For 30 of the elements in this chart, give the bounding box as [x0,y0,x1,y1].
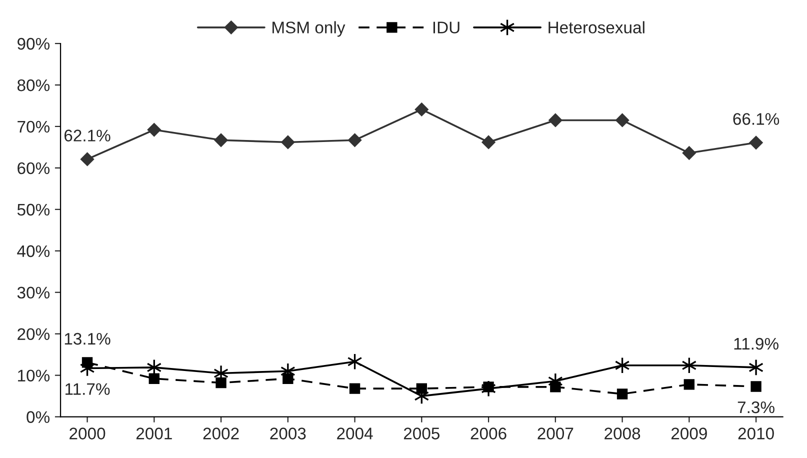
y-tick-label: 0% [26,411,50,423]
legend-label: MSM only [272,21,346,37]
annotation: 11.9% [734,338,778,350]
annotation: 11.7% [66,383,110,395]
y-tick-label: 30% [17,286,50,299]
x-tick-label: 2010 [738,428,774,440]
x-tick-label: 2008 [604,428,640,440]
x-tick-label: 2007 [538,428,574,440]
x-tick-label: 2006 [470,428,506,440]
x-tick-label: 2001 [136,428,172,440]
x-tick-label: 2002 [203,428,239,440]
y-tick-label: 20% [18,328,50,340]
y-tick-label: 10% [18,370,50,382]
y-tick-label: 60% [18,162,50,174]
y-tick-label: 70% [18,120,50,133]
legend-label: Heterosexual [548,21,644,34]
annotation: 7.3% [738,401,774,414]
x-tick-label: 2000 [70,428,106,440]
x-tick-label: 2004 [337,428,373,440]
y-tick-label: 80% [17,79,50,92]
y-tick-label: 50% [17,204,50,216]
x-tick-label: 2003 [270,428,306,440]
annotation: 62.1% [64,130,110,142]
legend-label: IDU [433,22,460,34]
y-tick-label: 90% [18,38,50,50]
x-tick-label: 2005 [404,428,440,440]
annotation: 13.1% [64,332,110,345]
annotation: 66.1% [733,113,780,125]
y-tick-label: 40% [17,245,50,258]
x-tick-label: 2009 [671,428,707,440]
